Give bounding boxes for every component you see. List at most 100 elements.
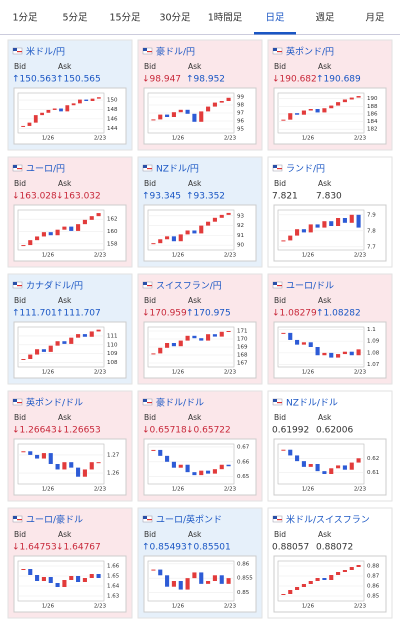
candle: [89, 331, 94, 337]
pair-name[interactable]: ユーロ/英ポンド: [156, 514, 222, 526]
chart-frame: [273, 555, 387, 613]
flag: [277, 402, 282, 404]
candle: [158, 114, 163, 120]
y-tick-label: 0.85: [367, 594, 380, 600]
candle: [219, 575, 224, 584]
ask-value: ↓163.032: [56, 192, 101, 202]
candle: [69, 226, 74, 231]
y-tick-label: 108: [107, 360, 118, 366]
candle: [151, 569, 156, 571]
x-tick-label: 1/26: [172, 253, 185, 259]
y-tick-label: 158: [107, 241, 118, 247]
candle: [96, 574, 101, 578]
y-tick-label: 150: [107, 98, 118, 104]
flag: [277, 51, 282, 53]
candle: [40, 112, 44, 116]
flag: [17, 519, 22, 521]
pair-name[interactable]: 米ドル/円: [26, 46, 65, 58]
tab[interactable]: 1時間足: [208, 13, 243, 24]
ask-value: ↑0.85501: [186, 543, 231, 553]
pair-name[interactable]: NZドル/ドル: [286, 399, 338, 409]
ask-value: ↑170.975: [186, 309, 231, 319]
bid-label: Bid: [144, 530, 156, 539]
candle: [342, 99, 347, 103]
candle: [76, 224, 81, 231]
flag: [17, 51, 22, 53]
bid-label: Bid: [14, 296, 26, 305]
x-tick-label: 2/23: [94, 604, 107, 610]
ask-label: Ask: [318, 530, 332, 539]
tab[interactable]: 15分足: [109, 13, 141, 24]
candle: [308, 581, 313, 584]
candle: [206, 221, 211, 226]
candle: [199, 225, 204, 234]
flag: [143, 516, 147, 519]
x-tick-label: 1/26: [42, 370, 55, 376]
candle: [315, 464, 320, 472]
tab[interactable]: 月足: [365, 13, 385, 24]
ask-label: Ask: [318, 62, 332, 71]
y-tick-label: 169: [237, 345, 248, 351]
pair-name[interactable]: ユーロ/円: [26, 164, 65, 175]
x-tick-label: 2/23: [94, 370, 107, 376]
pair-name[interactable]: ユーロ/豪ドル: [26, 514, 83, 526]
bid-label: Bid: [14, 413, 26, 422]
y-tick-label: 162: [107, 217, 118, 223]
candle: [336, 218, 341, 226]
tab[interactable]: 日足: [265, 13, 285, 24]
pair-name[interactable]: 英ポンド/ドル: [26, 397, 83, 409]
candle: [329, 575, 334, 580]
tab[interactable]: 30分足: [159, 13, 191, 24]
candle: [158, 239, 163, 244]
candle: [199, 470, 204, 476]
pair-name[interactable]: 英ポンド/円: [286, 46, 334, 58]
pair-name[interactable]: カナダドル/円: [26, 280, 83, 292]
candle: [308, 342, 313, 347]
candle: [82, 578, 87, 582]
tab[interactable]: 週足: [315, 12, 335, 24]
bid-value: ↓1.08279: [272, 309, 317, 319]
candle: [55, 341, 60, 346]
tab[interactable]: 1分足: [12, 13, 38, 24]
tab[interactable]: 5分足: [62, 13, 88, 24]
y-tick-label: 109: [107, 351, 118, 357]
pair-name[interactable]: NZドル/円: [156, 164, 199, 175]
pair-name[interactable]: スイスフラン/円: [156, 281, 222, 292]
candle: [356, 458, 361, 463]
bid-label: Bid: [144, 413, 156, 422]
candle: [76, 334, 81, 338]
y-tick-label: 0.87: [367, 574, 380, 580]
flag: [273, 399, 277, 402]
candle: [226, 212, 231, 215]
plot-area: [17, 443, 105, 485]
plot-area: [277, 92, 365, 134]
candle: [349, 351, 354, 356]
y-tick-label: 0.67: [237, 444, 250, 450]
candle: [322, 471, 327, 474]
candle: [301, 342, 306, 345]
candle: [356, 96, 361, 98]
candle: [158, 569, 163, 576]
candle: [322, 352, 327, 356]
candle: [212, 217, 217, 222]
candle: [322, 108, 327, 113]
candle: [199, 572, 204, 584]
candle: [96, 97, 101, 99]
pair-name[interactable]: 豪ドル/円: [156, 46, 195, 58]
ask-label: Ask: [58, 413, 72, 422]
pair-name[interactable]: 米ドル/スイスフラン: [286, 514, 370, 526]
candle: [219, 464, 224, 470]
candle: [171, 461, 176, 468]
x-tick-label: 1/26: [172, 487, 185, 493]
flag: [147, 168, 152, 170]
flag: [13, 48, 17, 51]
candle: [329, 105, 334, 109]
bid-label: Bid: [274, 413, 286, 422]
flag: [147, 519, 152, 521]
pair-name[interactable]: ユーロ/ドル: [286, 282, 334, 292]
bid-label: Bid: [274, 179, 286, 188]
pair-name[interactable]: ランド/円: [286, 164, 325, 175]
x-tick-label: 1/26: [172, 604, 185, 610]
candle: [21, 569, 26, 570]
pair-name[interactable]: 豪ドル/ドル: [156, 397, 204, 409]
